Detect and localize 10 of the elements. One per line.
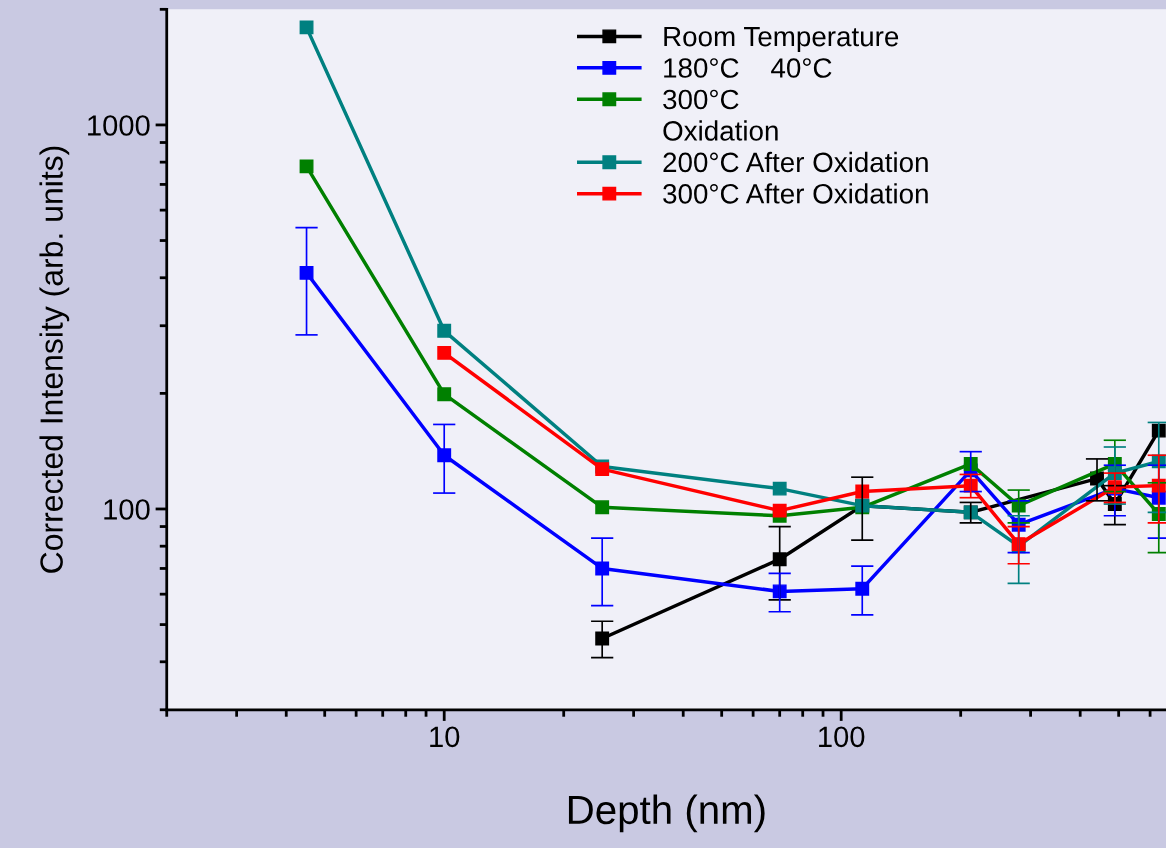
legend-label: 300°C xyxy=(663,89,739,110)
y-axis-title: Corrected Intensity (arb. units) xyxy=(39,146,70,573)
annotation: Oxidation xyxy=(663,120,778,141)
y-tick-label: 1000 xyxy=(88,115,150,136)
x-tick-label: 10 xyxy=(430,726,460,748)
legend-label: 180°C 40°C xyxy=(664,58,832,78)
legend-label: 300°C After Oxidation xyxy=(663,183,928,204)
legend-label: 200°C After Oxidation xyxy=(663,151,928,173)
legend-label: Room Temperature xyxy=(664,27,899,52)
x-axis-title: Depth (nm) xyxy=(568,794,765,833)
